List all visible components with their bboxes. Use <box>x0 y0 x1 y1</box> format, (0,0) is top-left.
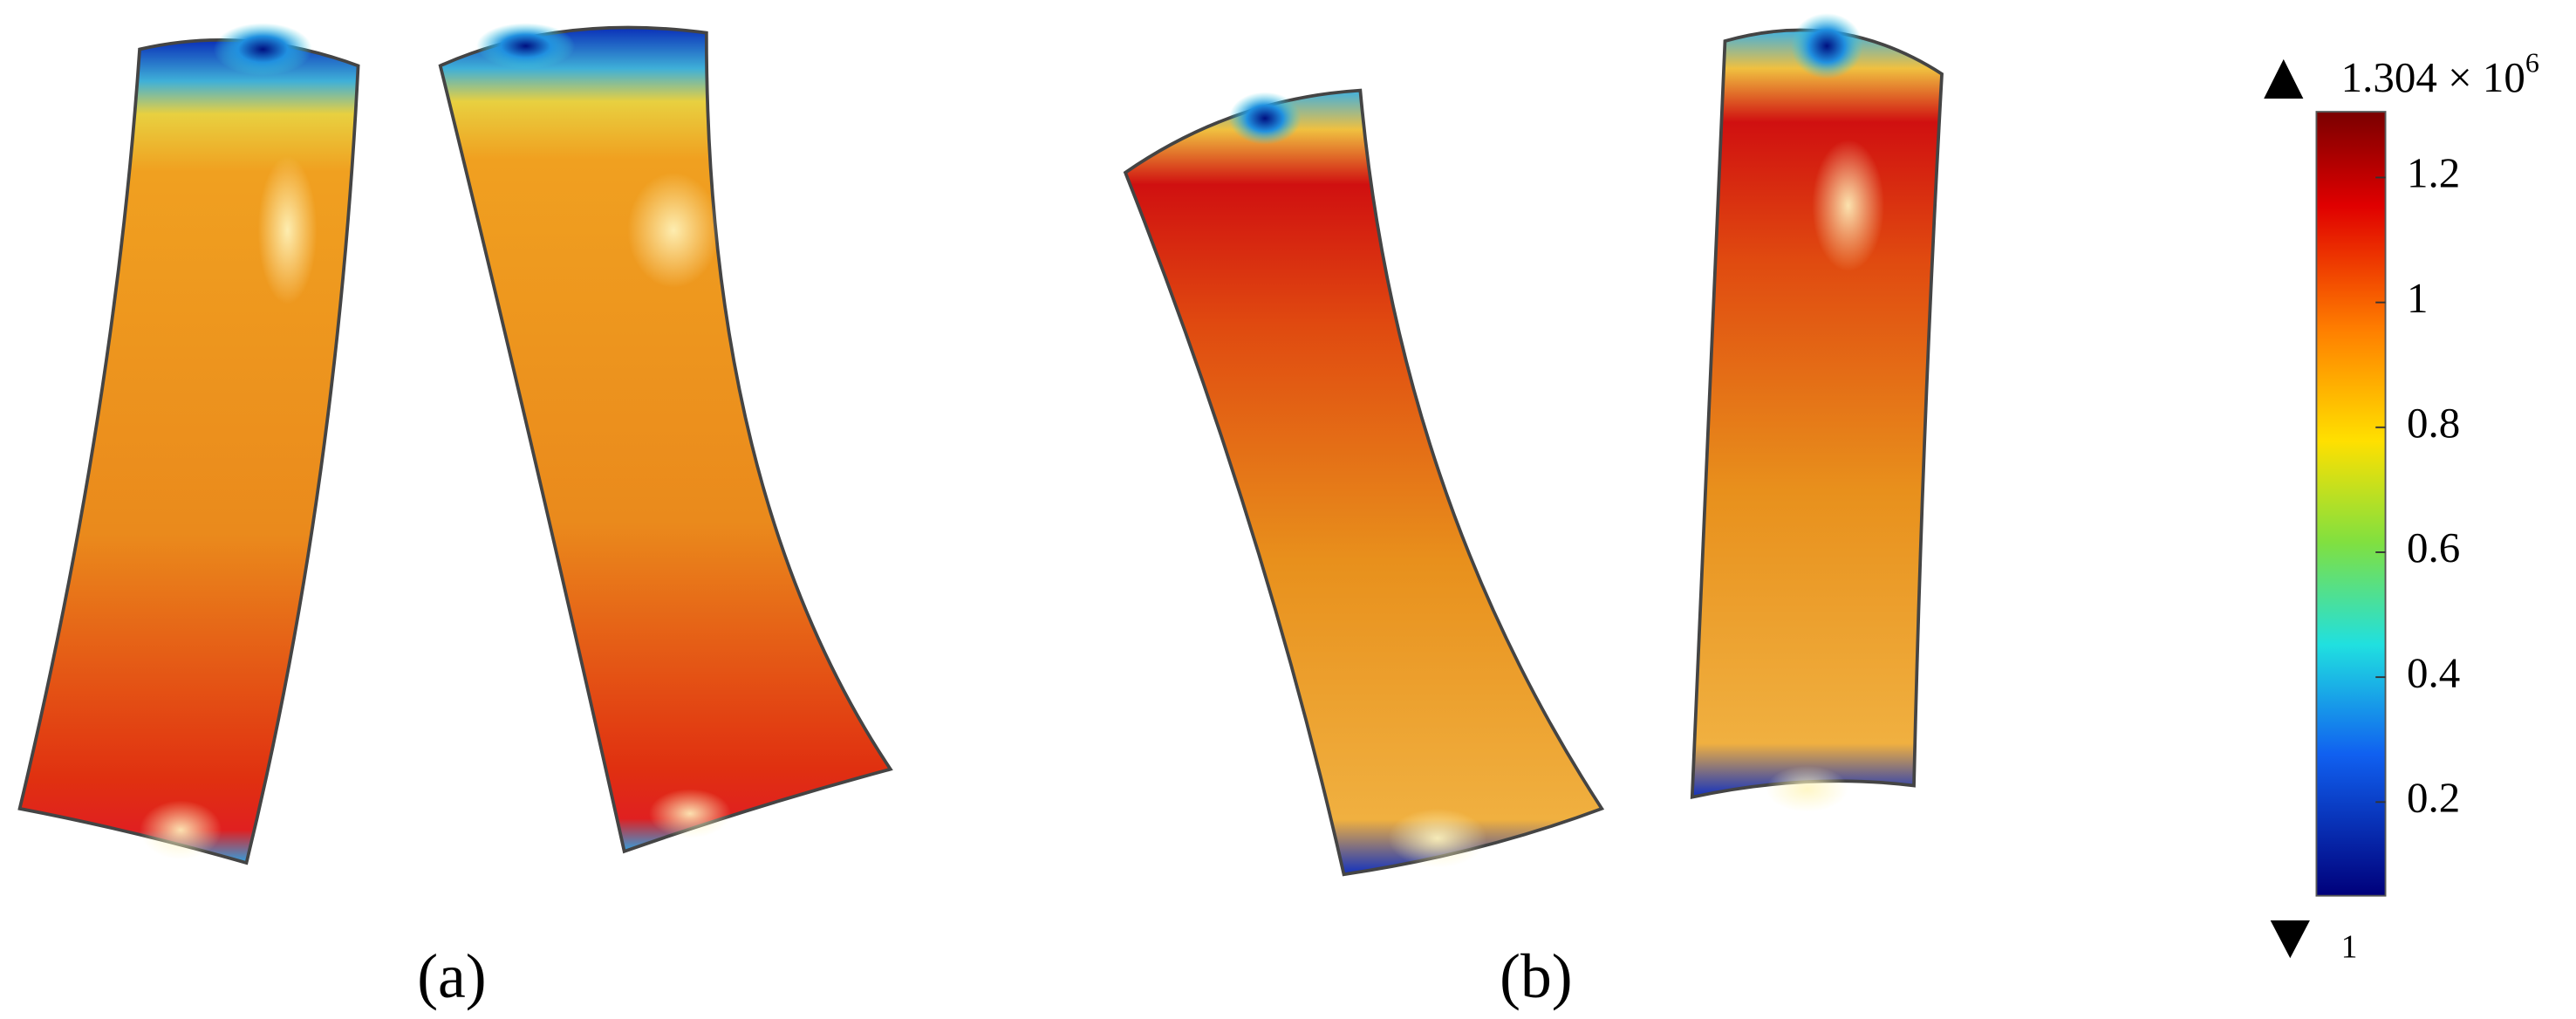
colorbar-tick-label: 0.4 <box>2407 648 2460 696</box>
shell-a-left <box>17 23 360 865</box>
shell-a-right <box>438 23 893 854</box>
colorbar-min: 1 <box>2341 929 2358 966</box>
colorbar-tick-label: 1.2 <box>2407 149 2460 197</box>
min-triangle <box>2270 920 2310 959</box>
colorbar-tick-label: 0.6 <box>2407 523 2460 571</box>
shell-b-left <box>1123 88 1605 877</box>
max-triangle <box>2264 58 2304 99</box>
colorbar-max-label: 1.304 × 10 <box>2341 53 2525 101</box>
colorbar-max: 1.304 × 106 <box>2341 47 2539 102</box>
shell-b-right <box>1690 13 1944 812</box>
colorbar-scale <box>2315 111 2387 897</box>
panel-label: (b) <box>1500 942 1572 1011</box>
colorbar-tick-label: 1 <box>2407 274 2428 322</box>
panel-label: (a) <box>417 942 486 1011</box>
colorbar-max-exponent: 6 <box>2525 47 2539 79</box>
colorbar-tick-label: 0.8 <box>2407 399 2460 447</box>
colorbar: 1.304 × 106 1 <box>2264 47 2539 966</box>
colorbar-tick-label: 0.2 <box>2407 774 2460 822</box>
